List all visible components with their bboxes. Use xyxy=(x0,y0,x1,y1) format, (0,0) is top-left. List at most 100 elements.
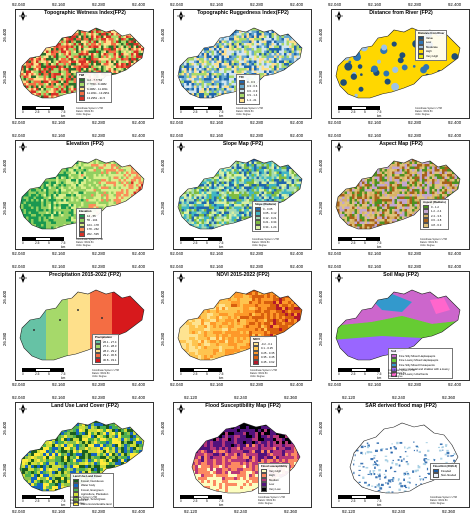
tick-label-bottom: 92.160 xyxy=(52,120,66,125)
scale-label: 2.5 xyxy=(193,499,198,503)
tick-label-bottom: 92.400 xyxy=(448,251,462,256)
scale-label: 2.5 xyxy=(351,110,356,114)
legend-entry: 0 - 0.05 xyxy=(255,206,276,212)
tick-label-bottom: 92.280 xyxy=(92,120,106,125)
legend-swatch xyxy=(261,477,267,483)
tick-label-left: 26.400 xyxy=(318,290,323,304)
tick-label-top: 92.400 xyxy=(132,264,146,269)
tick-label-bottom: 92.160 xyxy=(52,382,66,387)
scale-bar: 0 2.5 5 7.5 km xyxy=(180,495,228,507)
legend-label: Forest, Scrub/grass xyxy=(81,497,106,502)
legend-entry: 0.12 - 0.21 xyxy=(255,215,276,221)
legend-label: 29.2 - 30.8 xyxy=(103,353,117,358)
legend-label: Fine Silty Mixed Fluvaquents xyxy=(399,362,435,367)
legend-swatch xyxy=(79,232,85,237)
legend-entry: 0 - 1.2 xyxy=(423,204,446,210)
tick-label-left: 26.280 xyxy=(160,332,165,346)
credit-line: Coordinate System: UTM xyxy=(252,238,279,242)
tick-label-left: 26.280 xyxy=(318,70,323,84)
scale-bar: 0 2.5 5 7.5 km xyxy=(338,495,386,507)
tick-label-bottom: 92.280 xyxy=(408,382,422,387)
credit-line: Coordinate System: UTM xyxy=(388,369,415,373)
credit-line: Datum: WGS 84 xyxy=(430,499,448,503)
credit-line: Units: Degree xyxy=(252,244,267,248)
legend-label: 26.1 - 27.4 xyxy=(103,339,117,344)
scale-label: 5 xyxy=(48,499,50,503)
legend-label: Very High xyxy=(269,468,282,473)
scale-label: 7.5 km xyxy=(377,241,382,249)
map-title: Distance from River (FP2) xyxy=(369,10,433,16)
map-credit: Coordinate System: UTM Datum: WGS 84 Units… xyxy=(76,238,103,248)
legend-entry: 55 - 104 xyxy=(79,218,99,223)
legend-swatch xyxy=(255,206,261,212)
scale-label: 0 xyxy=(338,372,340,376)
credit-line: Datum: WGS 84 xyxy=(70,499,88,503)
credit-line: Units: Degree xyxy=(76,113,91,117)
tick-label-left: 26.400 xyxy=(2,290,7,304)
credit-line: Coordinate System: UTM xyxy=(258,496,285,500)
map-title: Topographic Wetness Index(FP2) xyxy=(44,10,126,16)
tick-label-top: 92.160 xyxy=(52,133,66,138)
legend-entry: Very High xyxy=(418,54,444,59)
scale-label: 0 xyxy=(22,372,24,376)
map-legend: NDVI -0.2 - 0.1 0.1 - 0.25 0.25 - 0.35 0.35 … xyxy=(250,336,278,367)
tick-label-top: 92.360 xyxy=(284,395,298,400)
legend-swatch xyxy=(79,213,85,219)
tick-label-left: 26.280 xyxy=(2,332,7,346)
legend-swatch xyxy=(73,478,79,484)
legend-entry: 29.2 - 30.8 xyxy=(95,353,117,359)
scale-bar: 0 2.5 5 7.5 km xyxy=(22,237,70,249)
tick-label-bottom: 92.040 xyxy=(328,382,342,387)
tick-label-bottom: 92.040 xyxy=(12,382,26,387)
map-raster xyxy=(19,289,145,361)
scale-label: 5 xyxy=(48,241,50,245)
map-panel: Land Use Land Cover (FP2) 92.040 92.160 92.… xyxy=(0,393,158,520)
legend-entry: 178 - 262 xyxy=(79,227,99,233)
legend-label: 11.1811 - 13.2951 xyxy=(87,91,110,96)
legend-entry: Forest, Evergreen xyxy=(73,487,111,493)
map-legend: Flood Ext (2016-2) Flooded Non-flooded xyxy=(430,463,461,480)
legend-label: Flooded xyxy=(441,468,452,473)
scale-label: 2.5 xyxy=(351,499,356,503)
tick-label-top: 92.400 xyxy=(132,133,146,138)
legend-entry: 0.3 - 0.6 xyxy=(239,84,257,89)
tick-label-left: 26.400 xyxy=(318,159,323,173)
legend-label: 0.25 - 0.35 xyxy=(261,350,275,355)
legend-swatch xyxy=(239,84,245,89)
scale-bar: 0 2.5 5 7.5 km xyxy=(22,495,70,507)
legend-swatch xyxy=(95,344,101,349)
legend-swatch xyxy=(73,492,79,498)
tick-label-bottom: 92.280 xyxy=(250,251,264,256)
scale-label: 5 xyxy=(206,241,208,245)
map-credit: Coordinate System: UTM Datum: WGS 84 Units… xyxy=(420,238,447,248)
legend-entry: Forest, Deciduous xyxy=(73,478,111,484)
credit-line: Units: Degree xyxy=(388,375,403,379)
legend-swatch xyxy=(79,227,85,233)
tick-label-top: 92.280 xyxy=(408,133,422,138)
map-legend: Slope (Radians) 0 - 0.05 0.05 - 0.12 0.12 -… xyxy=(252,201,280,232)
north-arrow-icon xyxy=(177,11,185,23)
tick-label-top: 92.040 xyxy=(170,264,184,269)
map-credit: Coordinate System: UTM Datum: WGS 84 Units… xyxy=(250,369,277,379)
legend-title: Flood Ext (2016-2) xyxy=(433,464,458,468)
tick-label-bottom: 92.360 xyxy=(284,509,298,514)
legend-title: Flood susceptibility xyxy=(261,464,288,468)
legend-label: High xyxy=(269,473,275,478)
map-legend: Aspect (Radians) 0 - 1.2 1.2 - 2.4 2.4 - 3.… xyxy=(420,199,449,230)
legend-swatch xyxy=(73,487,79,493)
legend-swatch xyxy=(418,54,424,59)
legend-swatch xyxy=(253,355,259,361)
tick-label-bottom: 92.400 xyxy=(132,509,146,514)
tick-label-top: 92.280 xyxy=(250,133,264,138)
tick-label-left: 26.280 xyxy=(160,201,165,215)
legend-title: Precipitation xyxy=(95,335,112,339)
tick-label-bottom: 92.280 xyxy=(92,509,106,514)
tick-label-top: 92.280 xyxy=(92,2,106,7)
scale-bar: 0 2.5 5 7.5 km xyxy=(180,106,228,118)
legend-entry: 9.4982 - 11.1811 xyxy=(79,86,109,92)
tick-label-bottom: 92.400 xyxy=(448,382,462,387)
legend-swatch xyxy=(418,40,424,45)
tick-label-bottom: 92.280 xyxy=(250,120,264,125)
map-legend: Elevation 12 - 55 55 - 104 104 - 178 178 - 2… xyxy=(76,208,102,239)
legend-label: 0 - 0.3 xyxy=(247,79,255,84)
